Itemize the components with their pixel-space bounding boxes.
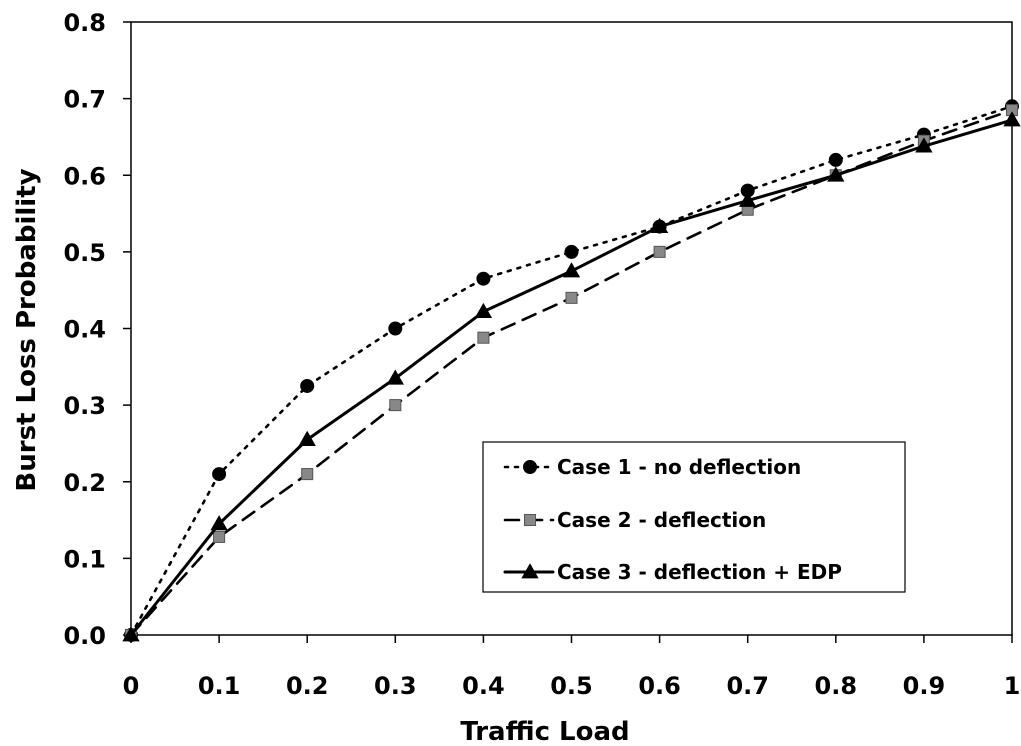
y-tick-label: 0.2 xyxy=(63,469,106,497)
x-tick-label: 0.7 xyxy=(726,672,769,700)
x-tick-label: 0 xyxy=(123,672,140,700)
x-axis-ticks: 0 0.1 0.2 0.3 0.4 0.5 0.6 0.7 0.8 0.9 1 xyxy=(123,635,1021,700)
y-tick-label: 0.4 xyxy=(63,316,106,344)
y-tick-label: 0.7 xyxy=(63,86,106,114)
legend-item-1: Case 1 - no deflection xyxy=(503,455,801,479)
y-tick-label: 0.6 xyxy=(63,162,106,190)
legend-swatch-marker xyxy=(523,460,537,474)
series-3-point xyxy=(122,626,140,642)
series-3-point xyxy=(650,217,669,233)
series-2-point xyxy=(213,530,226,543)
series-1-point xyxy=(388,321,403,336)
series-3-point xyxy=(1003,111,1021,127)
series-2-point xyxy=(477,331,490,344)
series-1-point xyxy=(476,271,491,286)
legend-box xyxy=(482,441,906,593)
legend-swatch-marker xyxy=(523,513,537,527)
x-tick-label: 0.5 xyxy=(550,672,593,700)
series-3-point xyxy=(298,430,316,446)
series-3-point xyxy=(386,369,404,385)
series-1-point xyxy=(212,467,227,482)
series-1-point xyxy=(300,378,315,393)
legend-label: Case 1 - no deflection xyxy=(557,455,801,479)
y-tick-label: 0.3 xyxy=(63,392,106,420)
x-tick-label: 0.1 xyxy=(198,672,241,700)
series-layer xyxy=(122,99,1021,642)
series-2-point xyxy=(565,291,578,304)
series-3-point xyxy=(739,191,757,207)
x-tick-label: 0.4 xyxy=(462,672,505,700)
legend-label: Case 3 - deflection + EDP xyxy=(557,560,842,584)
series-3-point xyxy=(562,262,581,278)
series-2-point xyxy=(389,399,402,412)
legend-items: Case 1 - no deflection Case 2 - deflectio… xyxy=(503,455,842,584)
series-2-point xyxy=(301,468,314,481)
series-2-point xyxy=(653,245,666,258)
series-3-point xyxy=(210,515,228,531)
y-tick-label: 0.5 xyxy=(63,239,106,267)
legend: Case 1 - no deflection Case 2 - deflectio… xyxy=(482,441,906,593)
series-3-point xyxy=(915,137,933,153)
x-tick-label: 1 xyxy=(1004,672,1021,700)
y-tick-label: 0.0 xyxy=(63,622,106,650)
x-tick-label: 0.6 xyxy=(638,672,681,700)
y-axis-ticks: 0.0 0.1 0.2 0.3 0.4 0.5 0.6 0.7 0.8 xyxy=(63,9,131,650)
legend-label: Case 2 - deflection xyxy=(557,508,766,532)
series-3 xyxy=(122,111,1021,642)
x-tick-label: 0.2 xyxy=(286,672,329,700)
y-tick-label: 0.8 xyxy=(63,9,106,37)
x-tick-label: 0.3 xyxy=(374,672,417,700)
series-1-point xyxy=(828,152,843,167)
series-1-point xyxy=(564,244,579,259)
y-tick-label: 0.1 xyxy=(63,545,106,573)
series-3-point xyxy=(474,302,493,318)
legend-item-2: Case 2 - deflection xyxy=(503,508,766,532)
legend-item-3: Case 3 - deflection + EDP xyxy=(503,560,842,584)
x-axis-title: Traffic Load xyxy=(460,717,629,746)
y-axis-title: Burst Loss Probability xyxy=(12,168,42,491)
series-3-point xyxy=(827,166,845,182)
x-tick-label: 0.8 xyxy=(815,672,858,700)
legend-swatch-marker xyxy=(521,563,539,579)
x-tick-label: 0.9 xyxy=(903,672,946,700)
